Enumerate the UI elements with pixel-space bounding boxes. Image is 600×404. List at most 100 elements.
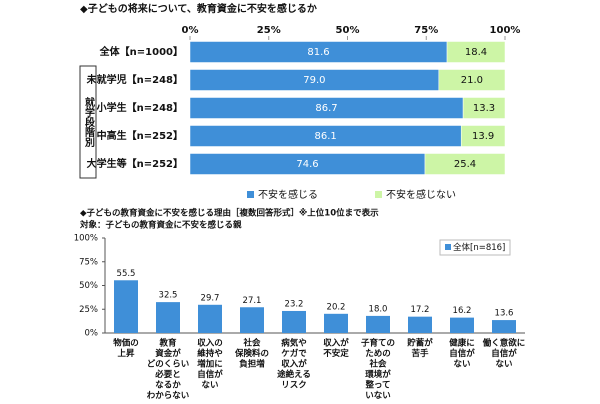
x-tick-label: 増加に xyxy=(197,359,223,370)
x-tick-label: 上昇 xyxy=(117,348,135,359)
x-tick-label: いない xyxy=(365,391,391,401)
x-tick-label: 環境が xyxy=(365,369,391,380)
bar-segment xyxy=(424,153,506,175)
x-tick-label: ための xyxy=(365,348,391,359)
x-tick-label: 子育ての xyxy=(361,338,395,349)
x-tick-label: 0% xyxy=(182,25,199,36)
y-tick-label: 大学生等【n=252】 xyxy=(87,157,183,170)
y-tick-label: 75% xyxy=(79,257,98,267)
bar xyxy=(240,307,264,333)
bar xyxy=(366,315,390,333)
bar xyxy=(408,316,432,333)
chart-subtitle: 対象：子どもの教育資金に不安を感じる親 xyxy=(79,220,242,231)
x-tick-label: 働く意欲に xyxy=(482,338,526,349)
x-tick-label: わからない xyxy=(147,391,190,401)
data-label: 23.2 xyxy=(285,299,304,309)
data-label: 79.0 xyxy=(303,75,325,86)
x-tick-label: ない xyxy=(201,381,218,391)
data-label: 13.9 xyxy=(472,131,494,142)
chart-title: ◆子どもの将来について、教育資金に不安を感じるか xyxy=(80,2,317,15)
y-tick-label: 100% xyxy=(74,234,98,244)
data-label: 13.6 xyxy=(495,309,514,319)
bar-segment xyxy=(438,69,506,91)
x-tick-label: どのくらい xyxy=(147,359,190,370)
data-label: 18.0 xyxy=(369,304,388,314)
x-tick-label: 途絶える xyxy=(277,369,311,380)
data-label: 17.2 xyxy=(411,305,430,315)
x-tick-label: 病気や xyxy=(281,338,307,349)
x-tick-label: 保険料の xyxy=(234,348,269,359)
data-label: 81.6 xyxy=(307,47,329,58)
x-tick-label: なるか xyxy=(155,381,181,391)
x-tick-label: 自信が xyxy=(449,348,475,359)
legend-box xyxy=(439,239,511,256)
data-label: 27.1 xyxy=(243,296,262,306)
x-tick-label: 自信が xyxy=(491,348,517,359)
x-tick-label: 教育 xyxy=(158,338,177,349)
x-tick-label: 負担増 xyxy=(239,359,265,370)
data-label: 13.3 xyxy=(473,103,495,114)
y-tick-label: 25% xyxy=(79,305,98,315)
data-label: 18.4 xyxy=(465,47,487,58)
y-tick-label: 小学生【n=248】 xyxy=(96,101,183,114)
legend-label: 不安を感じる xyxy=(258,188,318,201)
y-tick-label: 50% xyxy=(79,281,98,291)
bar xyxy=(114,280,138,333)
data-label: 20.2 xyxy=(327,302,346,312)
x-tick-label: 50% xyxy=(336,25,360,36)
x-tick-label: 資金が xyxy=(154,348,181,359)
data-label: 86.1 xyxy=(314,131,336,142)
data-label: 25.4 xyxy=(454,159,476,170)
x-tick-label: 社会 xyxy=(242,338,261,349)
x-tick-label: 整って xyxy=(365,380,390,391)
legend-label: 不安を感じない xyxy=(386,188,456,201)
x-tick-label: 社会 xyxy=(368,359,387,370)
chart-title: ◆子どもの教育資金に不安を感じる理由［複数回答形式］※上位10位まで表示 xyxy=(80,208,379,219)
data-label: 86.7 xyxy=(315,103,337,114)
x-tick-label: 維持や xyxy=(197,348,223,359)
x-tick-label: 収入が xyxy=(281,359,307,370)
y-tick-label: 未就学児【n=248】 xyxy=(86,73,183,86)
x-tick-label: 苦手 xyxy=(411,348,429,359)
data-label: 74.6 xyxy=(296,159,318,170)
y-tick-label: 全体【n=1000】 xyxy=(99,45,183,58)
legend-swatch xyxy=(247,191,254,198)
x-tick-label: ない xyxy=(453,360,470,370)
bar xyxy=(282,310,306,333)
x-tick-label: 自信が xyxy=(197,369,223,380)
bar xyxy=(450,317,474,333)
group-label: 就学段階別 xyxy=(83,96,96,148)
bar xyxy=(324,313,348,333)
data-label: 32.5 xyxy=(159,291,178,301)
x-tick-label: 物価の xyxy=(113,338,139,349)
legend-swatch xyxy=(375,191,382,198)
data-label: 16.2 xyxy=(453,306,472,316)
x-tick-label: 必要と xyxy=(154,369,181,380)
x-tick-label: 100% xyxy=(490,25,521,36)
data-label: 29.7 xyxy=(201,293,220,303)
group-box xyxy=(79,65,97,179)
x-tick-label: 収入の xyxy=(197,338,223,349)
bar xyxy=(198,304,222,333)
y-tick-label: 0% xyxy=(85,329,99,339)
x-tick-label: 貯蓄が xyxy=(407,338,433,349)
x-tick-label: 25% xyxy=(257,25,281,36)
bar-segment xyxy=(462,97,506,119)
bar-segment xyxy=(446,41,506,63)
x-tick-label: 不安定 xyxy=(323,348,349,359)
bar-segment xyxy=(460,125,506,147)
bar xyxy=(156,302,180,333)
bar xyxy=(492,320,516,333)
x-tick-label: ケガで xyxy=(281,348,307,359)
data-label: 55.5 xyxy=(117,269,136,279)
x-tick-label: ない xyxy=(495,360,512,370)
data-label: 21.0 xyxy=(461,75,483,86)
legend-swatch xyxy=(445,244,451,250)
x-tick-label: 収入が xyxy=(323,338,349,349)
y-tick-label: 中高生【n=252】 xyxy=(97,129,183,142)
x-tick-label: 75% xyxy=(414,25,438,36)
x-tick-label: 健康に xyxy=(449,338,475,349)
x-tick-label: リスク xyxy=(281,380,307,391)
legend-label: 全体[n=816] xyxy=(453,242,505,253)
